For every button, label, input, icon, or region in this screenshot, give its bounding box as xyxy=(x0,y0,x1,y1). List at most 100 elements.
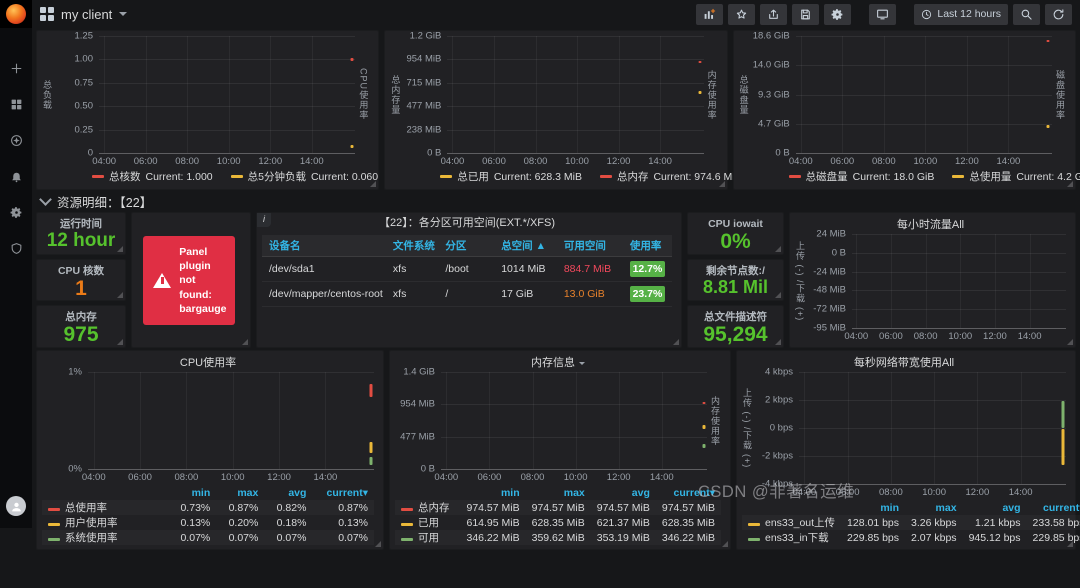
add-icon[interactable] xyxy=(10,62,23,75)
legend-series-label[interactable]: ens33_in下载 xyxy=(765,532,829,544)
gridline-vertical xyxy=(232,372,234,469)
legend-value: Current: 628.3 MiB xyxy=(493,170,582,183)
plugin-error-alert[interactable]: Panel plugin not found: bargauge xyxy=(143,236,235,325)
gridline xyxy=(441,436,707,438)
table-column-header[interactable]: 总空间 ▲ xyxy=(494,235,557,257)
table-column-header[interactable]: 使用率 xyxy=(622,235,672,257)
table-column-header[interactable]: 文件系统 xyxy=(385,235,439,257)
series-mark xyxy=(1061,401,1065,428)
save-button[interactable] xyxy=(792,3,820,25)
legend-column-header[interactable]: avg xyxy=(288,486,307,499)
legend-column-header[interactable]: min xyxy=(191,486,211,499)
legend-column-header[interactable]: max xyxy=(563,486,585,499)
time-range-button[interactable]: Last 12 hours xyxy=(914,3,1008,25)
stat-value: 975 xyxy=(63,323,99,347)
y-tick-label: 18.6 GiB xyxy=(752,30,790,42)
legend-value-cell: 621.37 MiB xyxy=(596,516,650,529)
share-button[interactable] xyxy=(760,3,788,25)
legend-item[interactable]: 总磁盘量 Current: 18.0 GiB xyxy=(788,169,935,184)
legend-item[interactable]: 总内存 Current: 974.6 MiB xyxy=(599,169,742,184)
gridline xyxy=(799,372,1066,373)
panel-title[interactable]: 内存信息 xyxy=(395,356,721,372)
panel-title[interactable]: CPU使用率 xyxy=(179,357,237,369)
panel-title[interactable]: CPU 核数 xyxy=(57,264,105,277)
legend-value-cell: 974.57 MiB xyxy=(531,501,585,514)
legend-value-cell: 974.57 MiB xyxy=(466,501,520,514)
table-column-header[interactable]: 分区 xyxy=(438,235,495,257)
network-bandwidth-chart: 上传 (-) /下载 (+) 4 kbps 2 kbps 0 bps -2 kbps -4… xyxy=(742,367,1080,545)
legend-item[interactable]: 总核数 Current: 1.000 xyxy=(92,169,213,184)
legend-item[interactable]: 总5分钟负载 Current: 0.060 xyxy=(230,169,378,184)
star-button[interactable] xyxy=(728,3,756,25)
y-axis-ticks: 1.4 GiB 954 MiB 477 MiB 0 B xyxy=(395,367,441,475)
table-column-header[interactable]: 设备名 xyxy=(262,235,386,257)
panel-title[interactable]: 总内存 xyxy=(65,311,97,324)
panel-menu-caret-icon xyxy=(579,361,585,365)
gridline-vertical xyxy=(577,36,579,153)
server-admin-shield-icon[interactable] xyxy=(10,242,23,255)
legend-series-label[interactable]: 可用 xyxy=(418,532,439,544)
settings-gear-button[interactable] xyxy=(824,3,852,25)
x-tick-label: 06:00 xyxy=(133,156,158,167)
legend-column-header[interactable]: current▾ xyxy=(326,486,368,499)
legend-series-label[interactable]: 用户使用率 xyxy=(65,517,118,529)
legend-column-header[interactable]: current▾ xyxy=(673,486,715,499)
row-header-resources[interactable]: 资源明细：【22】 xyxy=(36,190,1076,212)
dashboards-icon[interactable] xyxy=(10,98,23,111)
x-tick-label: 04:00 xyxy=(81,472,106,483)
alerting-bell-icon[interactable] xyxy=(10,170,23,183)
legend-item[interactable]: 总已用 Current: 628.3 MiB xyxy=(440,169,582,184)
gridline-vertical xyxy=(187,36,189,153)
table-column-header[interactable]: 可用空间 xyxy=(556,235,623,257)
panel-title[interactable]: 每小时流量All xyxy=(896,219,965,231)
legend-column-header[interactable]: max xyxy=(237,486,259,499)
legend-series-label[interactable]: 总内存 xyxy=(418,502,450,514)
legend-column-header[interactable]: avg xyxy=(631,486,650,499)
legend-series-label[interactable]: 总使用率 xyxy=(65,502,107,514)
gridline-vertical xyxy=(800,36,802,153)
legend-series-label[interactable]: ens33_out上传 xyxy=(765,517,836,529)
table-header-row: 设备名 文件系统 分区 总空间 ▲ 可用空间 使用率 xyxy=(262,235,672,257)
panel-title[interactable]: 【22】：各分区可用空间(EXT.*/XFS) xyxy=(378,217,556,229)
zoom-out-button[interactable] xyxy=(1013,3,1040,25)
panel-title[interactable]: 每秒网络带宽使用All xyxy=(853,357,955,369)
legend-column-header[interactable]: avg xyxy=(1002,501,1021,514)
x-tick-label: 12:00 xyxy=(983,331,1007,342)
legend-color-dash xyxy=(599,175,612,178)
y-axis-ticks: 1% 0% xyxy=(42,367,88,475)
panel-title[interactable]: 总文件描述符 xyxy=(704,311,767,324)
user-avatar[interactable] xyxy=(6,496,26,516)
x-tick-label: 08:00 xyxy=(175,156,200,167)
legend-label: 总内存 xyxy=(616,171,649,183)
legend-series-label[interactable]: 已用 xyxy=(418,517,439,529)
dashboard-picker[interactable]: my client xyxy=(40,7,128,22)
explore-icon[interactable] xyxy=(10,134,23,147)
legend-series-label[interactable]: 系统使用率 xyxy=(65,532,118,544)
legend-row: 系统使用率 0.07% 0.07% 0.07% 0.07% xyxy=(42,530,374,545)
y-tick-label: 0 xyxy=(87,147,93,159)
panel-info-icon[interactable]: i xyxy=(257,213,271,227)
legend-column-header[interactable]: min xyxy=(880,501,900,514)
panel-title[interactable]: 剩余节点数:/ xyxy=(706,264,765,277)
legend-color-dash xyxy=(748,538,760,541)
legend-value: Current: 18.0 GiB xyxy=(852,170,935,183)
x-tick-label: 12:00 xyxy=(267,472,291,483)
legend-column-header[interactable]: max xyxy=(935,501,957,514)
legend-item[interactable]: 总使用量 Current: 4.2 GiB xyxy=(952,169,1080,184)
y-tick-label: 1.2 GiB xyxy=(409,30,442,42)
add-panel-button[interactable] xyxy=(696,3,724,25)
x-tick-label: 14:00 xyxy=(313,472,338,483)
panel-title[interactable]: 运行时间 xyxy=(60,218,102,230)
legend-column-header[interactable]: min xyxy=(500,486,520,499)
grafana-logo[interactable] xyxy=(0,0,32,28)
legend-color-dash xyxy=(48,508,60,511)
chart-area: 1% 0% 04:00 06:00 08:00 10:00 12:00 14:00 xyxy=(42,367,374,483)
refresh-button[interactable] xyxy=(1045,3,1072,25)
configuration-gear-icon[interactable] xyxy=(10,206,23,219)
x-tick-label: 04:00 xyxy=(434,472,459,483)
panel-title[interactable]: CPU iowait xyxy=(708,218,763,230)
legend-column-header[interactable]: current▾ xyxy=(1043,501,1080,514)
legend-value-cell: 229.85 bps xyxy=(847,531,900,544)
x-tick-label: 12:00 xyxy=(606,472,631,483)
cycle-view-monitor-button[interactable] xyxy=(869,3,897,25)
